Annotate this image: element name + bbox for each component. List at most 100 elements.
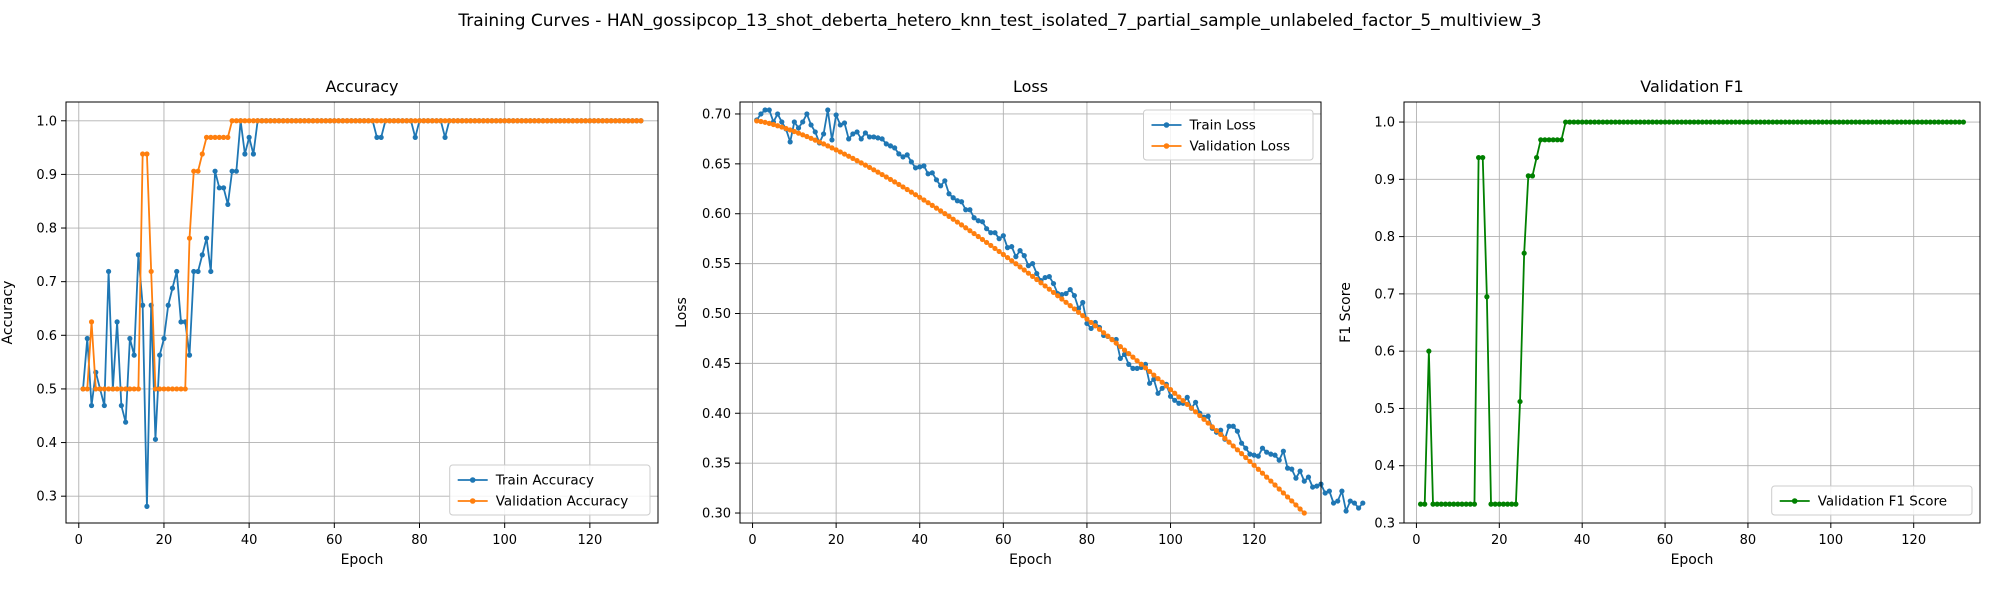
data-point bbox=[1121, 351, 1128, 357]
data-point bbox=[382, 118, 389, 124]
data-point bbox=[1109, 337, 1115, 343]
data-point bbox=[1130, 354, 1136, 360]
data-point bbox=[600, 118, 606, 124]
y-tick-label: 0.4 bbox=[1374, 459, 1395, 474]
legend: Train Loss Validation Loss bbox=[1143, 109, 1314, 161]
data-point bbox=[378, 118, 384, 124]
data-point bbox=[425, 118, 431, 124]
data-point bbox=[879, 171, 885, 178]
data-point bbox=[480, 118, 486, 124]
data-point bbox=[946, 213, 952, 219]
data-point bbox=[561, 118, 567, 124]
data-point bbox=[84, 386, 90, 392]
data-point bbox=[135, 252, 141, 258]
data-point bbox=[1563, 119, 1569, 125]
data-point bbox=[1484, 294, 1490, 300]
data-point bbox=[1815, 119, 1821, 125]
data-point bbox=[1330, 500, 1337, 506]
data-point bbox=[1724, 119, 1730, 125]
data-point bbox=[900, 184, 906, 190]
data-point bbox=[1063, 290, 1069, 297]
data-point bbox=[259, 118, 265, 124]
data-point bbox=[1442, 501, 1449, 507]
data-point bbox=[821, 131, 827, 137]
data-point bbox=[310, 118, 316, 124]
data-point bbox=[514, 118, 521, 124]
data-point bbox=[1029, 261, 1036, 267]
data-point bbox=[988, 230, 994, 236]
data-point bbox=[963, 207, 969, 213]
data-point bbox=[165, 386, 171, 392]
data-point bbox=[220, 185, 227, 191]
data-point bbox=[88, 402, 95, 409]
data-point bbox=[954, 198, 960, 204]
data-point bbox=[1234, 447, 1240, 453]
data-point bbox=[1004, 254, 1011, 261]
series-validation-f1-score bbox=[1417, 119, 1967, 507]
data-point bbox=[1289, 498, 1295, 504]
data-point bbox=[255, 118, 261, 124]
data-point bbox=[862, 162, 869, 168]
data-point bbox=[1050, 289, 1057, 296]
data-point bbox=[267, 118, 274, 124]
data-point bbox=[1853, 119, 1859, 125]
data-point bbox=[1243, 445, 1249, 451]
data-point bbox=[123, 419, 129, 425]
data-point bbox=[1583, 119, 1589, 125]
data-point bbox=[904, 152, 910, 158]
data-point bbox=[476, 118, 482, 124]
data-point bbox=[246, 134, 252, 140]
data-point bbox=[975, 218, 981, 224]
data-point bbox=[758, 111, 764, 117]
data-point bbox=[1255, 466, 1261, 472]
data-point bbox=[1176, 394, 1182, 400]
data-point bbox=[1935, 119, 1942, 125]
data-point bbox=[1434, 501, 1440, 507]
data-point bbox=[775, 123, 781, 129]
x-tick-label: 120 bbox=[1242, 533, 1267, 548]
y-tick-label: 0.30 bbox=[702, 507, 731, 522]
x-tick-label: 40 bbox=[241, 533, 258, 548]
data-point bbox=[1906, 119, 1913, 125]
x-axis-label: Epoch bbox=[341, 552, 384, 568]
data-point bbox=[293, 118, 299, 124]
data-point bbox=[191, 168, 197, 174]
data-point bbox=[846, 153, 852, 159]
data-point bbox=[229, 118, 235, 124]
data-point bbox=[1201, 416, 1207, 422]
y-tick-label: 0.35 bbox=[702, 457, 731, 472]
x-tick-label: 60 bbox=[326, 533, 343, 548]
data-point bbox=[1761, 119, 1768, 125]
data-point bbox=[1042, 283, 1048, 289]
data-point bbox=[879, 136, 885, 142]
data-point bbox=[152, 436, 159, 442]
data-point bbox=[178, 386, 184, 392]
data-point bbox=[1861, 119, 1867, 125]
data-point bbox=[1013, 261, 1019, 267]
data-point bbox=[429, 118, 435, 124]
legend-swatch-marker bbox=[469, 498, 476, 504]
data-point bbox=[862, 130, 869, 136]
data-point bbox=[1025, 263, 1032, 269]
data-point bbox=[1608, 119, 1614, 125]
data-point bbox=[787, 127, 793, 133]
data-point bbox=[374, 118, 380, 124]
x-tick-label: 20 bbox=[828, 533, 845, 548]
data-point bbox=[1343, 508, 1349, 514]
panel-loss: 0 20 40 60 80 100 120 0.30 0.35 0.40 0.45 0.50 0.55 0… bbox=[674, 77, 1366, 568]
data-point bbox=[186, 352, 193, 358]
series-validation-accuracy bbox=[80, 118, 644, 392]
data-point bbox=[1167, 393, 1174, 399]
data-point bbox=[1151, 372, 1157, 378]
data-point bbox=[1840, 119, 1846, 125]
data-point bbox=[1927, 119, 1933, 125]
data-point bbox=[1650, 119, 1656, 125]
data-point bbox=[1911, 119, 1917, 125]
data-point bbox=[1716, 119, 1722, 125]
axes-frame bbox=[1403, 101, 1981, 524]
data-point bbox=[416, 118, 423, 124]
data-point bbox=[1948, 119, 1954, 125]
data-point bbox=[1422, 501, 1428, 507]
data-point bbox=[992, 245, 998, 252]
data-point bbox=[892, 179, 898, 185]
